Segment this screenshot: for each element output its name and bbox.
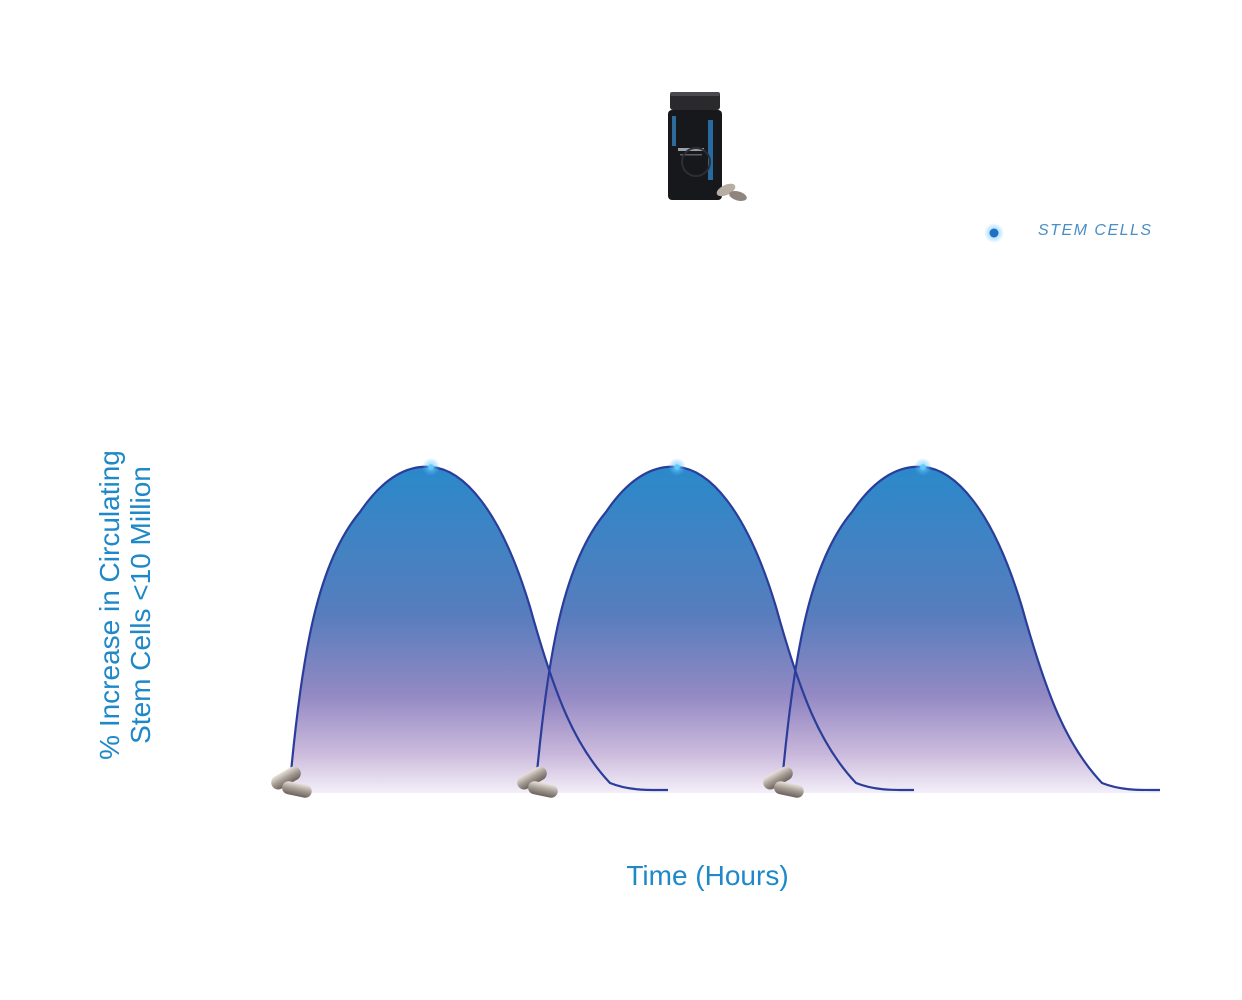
dose-curve-line-2 <box>534 465 915 792</box>
peak-marker-2 <box>674 464 680 470</box>
dose-curve-line-1 <box>288 465 669 792</box>
legend-label: STEM CELLS <box>1038 222 1153 239</box>
peak-marker-1 <box>428 464 434 470</box>
supplement-bottle-icon <box>668 92 747 201</box>
capsule-pair-icon <box>271 766 312 798</box>
capsule-pair-icon <box>517 766 558 798</box>
legend-marker <box>989 228 999 238</box>
y-axis-label-line-2: Stem Cells <10 Million <box>125 466 156 744</box>
dose-curve-area-2 <box>536 466 914 793</box>
capsule-pair-icon <box>763 766 804 798</box>
y-axis-label: % Increase in Circulating Stem Cells <10… <box>90 440 160 770</box>
legend <box>892 223 1004 243</box>
x-axis-label: Time (Hours) <box>626 860 789 891</box>
y-axis-label-line-1: % Increase in Circulating <box>94 450 125 760</box>
dose-curve-line-3 <box>780 465 1161 792</box>
peak-marker-3 <box>920 464 926 470</box>
dose-curve-area-1 <box>290 466 668 793</box>
dose-curve-area-3 <box>782 466 1160 793</box>
